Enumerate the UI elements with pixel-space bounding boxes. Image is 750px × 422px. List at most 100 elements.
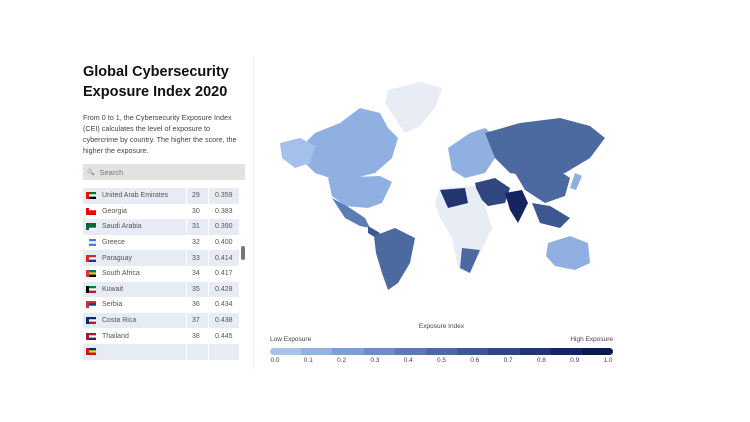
country-name: United Arab Emirates <box>102 188 187 204</box>
table-scrollbar[interactable] <box>241 246 245 260</box>
table-row[interactable]: Saudi Arabia 31 0.390 <box>83 219 239 235</box>
flag-icon <box>86 285 96 293</box>
legend-tick-label: 0.7 <box>503 357 513 364</box>
table-row[interactable]: Thailand 38 0.445 <box>83 328 239 344</box>
legend-tick-label: 0.4 <box>403 357 413 364</box>
australia[interactable] <box>546 236 590 270</box>
country-rank: 30 <box>187 203 209 220</box>
flag-icon <box>86 207 96 215</box>
legend-swatch <box>394 348 426 355</box>
greenland[interactable] <box>385 82 442 133</box>
table-row[interactable]: Costa Rica 37 0.438 <box>83 312 239 329</box>
table-row[interactable]: South Africa 34 0.417 <box>83 265 239 282</box>
legend-swatch <box>425 348 458 355</box>
country-name: Paraguay <box>102 250 187 266</box>
search-input[interactable]: 🔍 Search <box>83 164 245 180</box>
country-name: South Africa <box>102 265 187 282</box>
legend-tick-label: 0.1 <box>303 357 313 364</box>
legend-swatch <box>488 348 520 355</box>
southeast-asia[interactable] <box>532 203 570 228</box>
description: From 0 to 1, the Cybersecurity Exposure … <box>83 113 237 155</box>
country-name: Georgia <box>102 203 187 220</box>
country-name: Costa Rica <box>102 312 187 329</box>
country-table: United Arab Emirates 29 0.359 Georgia 30… <box>83 188 245 368</box>
info-panel: Global Cybersecurity Exposure Index 2020… <box>83 62 245 368</box>
legend-swatch <box>301 348 333 355</box>
table-body: United Arab Emirates 29 0.359 Georgia 30… <box>83 188 245 360</box>
legend-tick-label: 0.5 <box>436 357 447 364</box>
flag-icon <box>86 254 96 262</box>
legend-ticks: 0.0 0.1 0.2 0.3 0.4 0.5 0.6 0.7 0.8 0.9 1.0 <box>270 357 613 367</box>
country-name: Greece <box>102 234 187 251</box>
country-rank <box>187 343 209 360</box>
legend-tick-label: 0.2 <box>337 357 347 364</box>
flag-icon <box>86 301 96 309</box>
legend-swatch <box>270 348 302 355</box>
search-icon: 🔍 <box>87 169 95 176</box>
legend-swatch <box>332 348 364 355</box>
southern-africa[interactable] <box>460 248 480 273</box>
flag-icon <box>86 348 96 356</box>
legend-low-label: Low Exposure <box>270 336 312 343</box>
alaska[interactable] <box>280 138 315 168</box>
page-title: Global Cybersecurity Exposure Index 2020 <box>83 64 229 100</box>
table-row[interactable] <box>83 343 239 360</box>
flag-icon <box>86 223 96 231</box>
table-row[interactable]: United Arab Emirates 29 0.359 <box>83 188 239 204</box>
usa[interactable] <box>328 176 392 208</box>
country-rank: 29 <box>187 188 209 204</box>
country-score: 0.445 <box>215 332 233 340</box>
flag-icon <box>86 239 96 247</box>
legend-tick-label: 0.9 <box>570 357 580 364</box>
north-africa[interactable] <box>440 188 468 208</box>
country-score: 0.438 <box>215 317 233 325</box>
legend-tick-label: 0.8 <box>536 357 546 364</box>
legend-tick-label: 1.0 <box>603 357 613 364</box>
legend-high-label: High Exposure <box>570 336 613 343</box>
south-america[interactable] <box>374 228 415 290</box>
table-row[interactable]: Greece 32 0.400 <box>83 234 239 251</box>
legend-swatch <box>550 348 582 355</box>
russia[interactable] <box>485 118 605 178</box>
india[interactable] <box>505 190 528 223</box>
country-score: 0.390 <box>215 223 233 231</box>
flag-icon <box>86 192 96 200</box>
country-score: 0.428 <box>215 285 233 293</box>
canada[interactable] <box>300 108 398 178</box>
legend-swatch <box>457 348 489 355</box>
country-rank: 34 <box>187 265 209 282</box>
legend-swatch <box>363 348 395 355</box>
country-rank: 33 <box>187 250 209 266</box>
legend-swatch <box>581 348 613 355</box>
country-rank: 35 <box>187 281 209 298</box>
europe[interactable] <box>448 128 500 178</box>
legend-swatch <box>519 348 551 355</box>
legend-title: Exposure Index <box>418 323 465 330</box>
country-rank: 32 <box>187 234 209 251</box>
legend-tick-label: 0.6 <box>470 357 480 364</box>
world-map[interactable] <box>270 78 615 293</box>
country-score: 0.414 <box>215 254 233 262</box>
search-placeholder: Search <box>99 167 124 177</box>
china[interactable] <box>515 168 570 203</box>
legend-tick-label: 0.3 <box>370 357 380 364</box>
table-row[interactable]: Serbia 36 0.434 <box>83 297 239 313</box>
table-row[interactable]: Kuwait 35 0.428 <box>83 281 239 298</box>
country-rank: 31 <box>187 219 209 235</box>
japan[interactable] <box>570 173 582 190</box>
country-score: 0.400 <box>215 239 233 247</box>
flag-icon <box>86 332 96 340</box>
country-score: 0.417 <box>215 270 233 278</box>
country-rank: 37 <box>187 312 209 329</box>
country-name: Saudi Arabia <box>102 219 187 235</box>
divider <box>253 58 254 370</box>
country-rank: 36 <box>187 297 209 313</box>
color-legend: Exposure Index Low Exposure High Exposur… <box>270 323 613 369</box>
country-score: 0.434 <box>215 301 233 309</box>
table-row[interactable]: Paraguay 33 0.414 <box>83 250 239 266</box>
middle-east[interactable] <box>475 178 510 206</box>
table-row[interactable]: Georgia 30 0.383 <box>83 203 239 220</box>
mexico[interactable] <box>332 198 370 228</box>
country-score: 0.359 <box>215 192 233 200</box>
country-name <box>102 343 187 360</box>
